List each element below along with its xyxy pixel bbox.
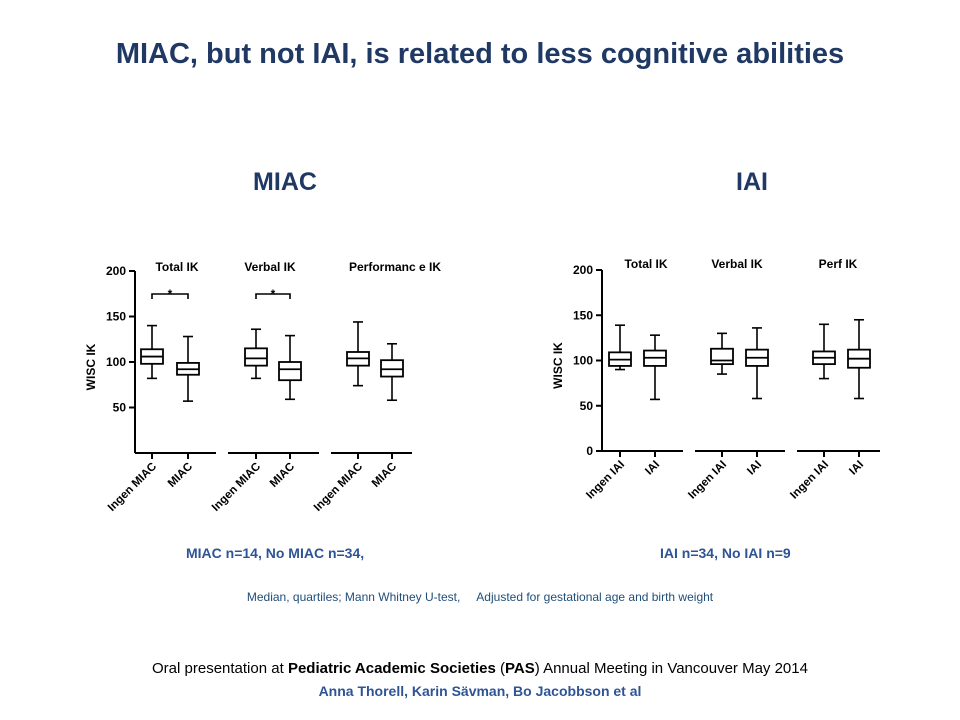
method-note-adjustment: Adjusted for gestational age and birth w…: [476, 590, 714, 604]
x-tick-label: IAI: [745, 459, 764, 478]
footer-text-post: ) Annual Meeting in Vancouver May 2014: [534, 660, 808, 677]
y-axis-label: WISC IK: [84, 343, 98, 390]
significance-bracket: [151, 293, 189, 299]
group-label: Performanc e IK: [349, 260, 441, 274]
y-tick-label: 200: [573, 263, 593, 277]
significance-star: *: [168, 287, 173, 301]
box-iqr: [244, 347, 268, 367]
miac-panel-title: MIAC: [253, 168, 317, 196]
box-iqr: [278, 361, 302, 382]
y-tick-label: 100: [573, 354, 593, 368]
x-tick-label: IAI: [847, 459, 866, 478]
footer-text-pre: Oral presentation at: [152, 660, 288, 677]
x-tick-label: Ingen IAI: [788, 459, 831, 502]
x-tick-label: Ingen MIAC: [106, 461, 159, 514]
significance-star: *: [271, 287, 276, 301]
y-axis-label: WISC IK: [551, 342, 565, 389]
authors-footer: Anna Thorell, Karin Sävman, Bo Jacobbson…: [318, 683, 642, 699]
y-tick-label: 150: [573, 308, 593, 322]
group-label: Perf IK: [819, 257, 858, 271]
significance-bracket: [255, 293, 291, 299]
method-note-stats: Median, quartiles; Mann Whitney U-test,: [246, 590, 461, 604]
box-iqr: [380, 359, 404, 378]
iai-panel-title: IAI: [736, 168, 768, 196]
group-label: Verbal IK: [244, 260, 296, 274]
x-tick-label: Ingen MIAC: [312, 461, 365, 514]
box-iqr: [710, 347, 734, 366]
group-label: Verbal IK: [711, 257, 763, 271]
x-tick-label: Ingen IAI: [584, 459, 627, 502]
x-tick-label: MIAC: [166, 461, 195, 490]
y-tick-label: 150: [106, 310, 126, 324]
presentation-footer: Oral presentation at Pediatric Academic …: [0, 660, 960, 677]
miac-sample-size: MIAC n=14, No MIAC n=34,: [186, 545, 365, 561]
slide-title: MIAC, but not IAI, is related to less co…: [115, 38, 845, 70]
method-note: Median, quartiles; Mann Whitney U-test, A…: [0, 590, 960, 604]
x-tick-label: Ingen IAI: [686, 459, 729, 502]
group-label: Total IK: [155, 260, 198, 274]
x-tick-label: MIAC: [370, 461, 399, 490]
iai-sample-size: IAI n=34, No IAI n=9: [660, 545, 791, 561]
group-label: Total IK: [624, 257, 667, 271]
y-tick-label: 50: [580, 399, 594, 413]
y-tick-label: 50: [113, 401, 127, 415]
x-tick-label: MIAC: [268, 461, 297, 490]
y-tick-label: 0: [586, 444, 593, 458]
y-tick-label: 200: [106, 264, 126, 278]
footer-society: Pediatric Academic Societies: [287, 660, 496, 677]
y-tick-label: 100: [106, 355, 126, 369]
x-tick-label: IAI: [643, 459, 662, 478]
x-tick-label: Ingen MIAC: [210, 461, 263, 514]
footer-society-abbrev: PAS: [505, 660, 535, 677]
footer-text-mid: (: [495, 660, 505, 677]
